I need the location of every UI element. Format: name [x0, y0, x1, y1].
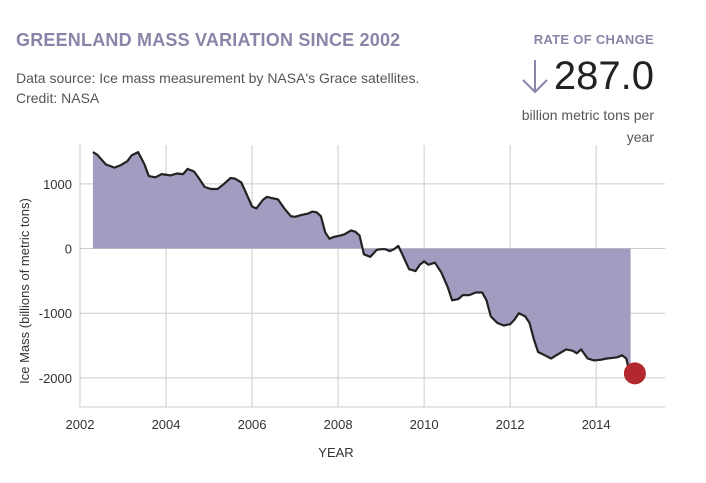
rate-of-change-unit: billion metric tons per year [494, 104, 654, 148]
source-line: Data source: Ice mass measurement by NAS… [16, 70, 420, 86]
rate-of-change-value: 287.0 [553, 54, 654, 98]
rate-of-change-label: RATE OF CHANGE [533, 32, 654, 47]
y-axis-ticks: 1000 0 -1000 -2000 [39, 177, 72, 386]
down-arrow-icon [522, 60, 548, 94]
x-tick-label: 2014 [582, 417, 611, 432]
unit-line: year [626, 129, 654, 145]
latest-value-marker [623, 362, 646, 385]
y-tick-label: -2000 [39, 371, 72, 386]
x-axis-ticks: 2002 2004 2006 2008 2010 2012 2014 [66, 417, 611, 432]
x-tick-label: 2004 [152, 417, 181, 432]
y-tick-label: 1000 [43, 177, 72, 192]
y-tick-label: 0 [65, 242, 72, 257]
ice-mass-line [92, 151, 632, 379]
x-tick-label: 2002 [66, 417, 95, 432]
rate-of-change-value-row: 287.0 [520, 54, 654, 98]
x-tick-label: 2012 [496, 417, 525, 432]
chart-title: GREENLAND MASS VARIATION SINCE 2002 [16, 30, 401, 50]
y-axis-label: Ice Mass (billions of metric tons) [17, 198, 32, 384]
x-tick-label: 2006 [238, 417, 267, 432]
credit-line: Credit: NASA [16, 90, 100, 106]
y-tick-label: -1000 [39, 306, 72, 321]
x-tick-label: 2010 [410, 417, 439, 432]
ice-mass-area [92, 152, 631, 378]
x-tick-label: 2008 [324, 417, 353, 432]
x-axis-label: YEAR [318, 445, 353, 460]
unit-line: billion metric tons per [521, 107, 654, 123]
data-source-text: Data source: Ice mass measurement by NAS… [16, 68, 476, 108]
